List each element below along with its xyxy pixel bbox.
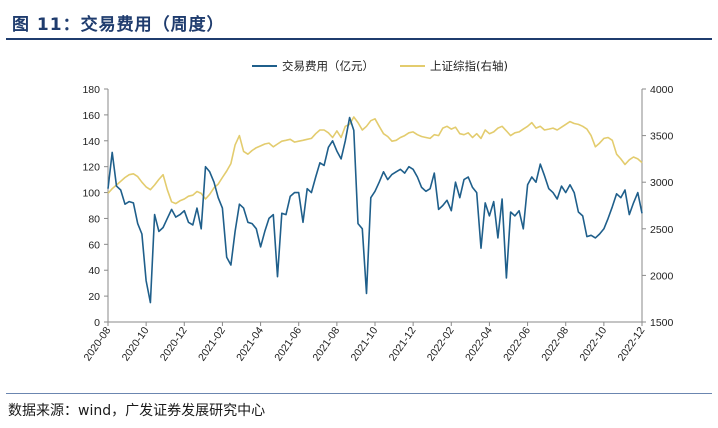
x-tick-label: 2021-12 bbox=[387, 325, 419, 364]
x-tick-label: 2020-08 bbox=[82, 325, 114, 364]
y-left-tick-label: 140 bbox=[82, 136, 100, 148]
y-right-tick-label: 3000 bbox=[650, 177, 674, 189]
legend-label-index: 上证综指(右轴) bbox=[430, 59, 508, 73]
y-left-tick-label: 40 bbox=[88, 265, 100, 277]
y-right-tick-label: 4000 bbox=[650, 84, 674, 96]
y-left-tick-label: 0 bbox=[94, 317, 100, 329]
x-tick-label: 2021-08 bbox=[310, 325, 342, 364]
y-left-tick-label: 60 bbox=[88, 239, 100, 251]
x-tick-label: 2021-04 bbox=[234, 325, 266, 364]
x-tick-label: 2020-10 bbox=[120, 325, 152, 364]
series-line-index bbox=[107, 116, 643, 205]
x-tick-label: 2022-04 bbox=[463, 325, 495, 364]
y-right-tick-label: 1500 bbox=[650, 317, 674, 329]
x-tick-label: 2021-10 bbox=[349, 325, 381, 364]
y-left-tick-label: 180 bbox=[82, 84, 100, 96]
x-tick-label: 2022-12 bbox=[616, 325, 648, 364]
y-left-tick-label: 120 bbox=[82, 162, 100, 174]
footer-divider bbox=[6, 393, 712, 394]
y-right-tick-label: 2500 bbox=[650, 224, 674, 236]
figure-title-bar: 图 11：交易费用（周度） bbox=[6, 6, 712, 40]
x-tick-label: 2022-06 bbox=[501, 325, 533, 364]
x-tick-label: 2021-06 bbox=[272, 325, 304, 364]
x-tick-label: 2022-02 bbox=[425, 325, 457, 364]
legend-label-fee: 交易费用（亿元） bbox=[282, 59, 374, 73]
y-left-tick-label: 160 bbox=[82, 110, 100, 122]
source-note: 数据来源：wind，广发证券发展研究中心 bbox=[8, 403, 266, 419]
y-left-tick-label: 80 bbox=[88, 213, 100, 225]
y-left-tick-label: 100 bbox=[82, 188, 100, 200]
x-tick-label: 2021-02 bbox=[196, 325, 228, 364]
series-lines bbox=[107, 116, 643, 304]
x-tick-label: 2020-12 bbox=[158, 325, 190, 364]
series-line-fee bbox=[107, 116, 643, 304]
legend: 交易费用（亿元） 上证综指(右轴) bbox=[252, 59, 508, 73]
y-right-tick-label: 2000 bbox=[650, 270, 674, 282]
y-left-tick-label: 20 bbox=[88, 291, 100, 303]
figure-title: 图 11：交易费用（周度） bbox=[12, 15, 225, 35]
x-tick-label: 2022-10 bbox=[577, 325, 609, 364]
y-right-tick-label: 3500 bbox=[650, 131, 674, 143]
x-tick-label: 2022-08 bbox=[539, 325, 571, 364]
